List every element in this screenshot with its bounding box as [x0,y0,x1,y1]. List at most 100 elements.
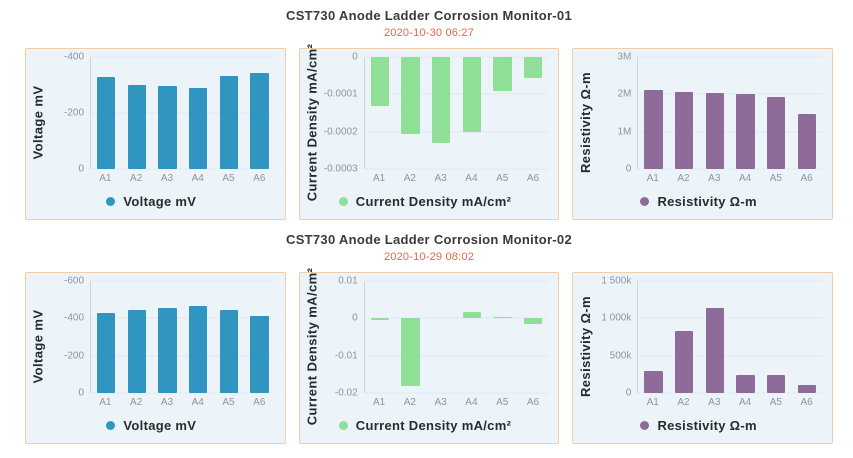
bar-slot [700,57,731,169]
bar-slot [244,57,275,169]
bar-A6[interactable] [797,385,816,393]
gridline [364,392,549,394]
gridline [638,56,823,58]
legend[interactable]: Current Density mA/cm² [302,191,549,211]
legend-label: Voltage mV [123,417,197,433]
bar-A1[interactable] [370,57,390,106]
y-axis-title: Resistivity Ω-m [577,71,593,173]
y-axis-title: Voltage mV [30,309,46,383]
bar-A2[interactable] [127,310,147,393]
bar-A2[interactable] [127,85,147,169]
y-axis-title: Current Density mA/cm² [304,43,320,201]
bar-A2[interactable] [401,318,420,386]
y-tick-label: -0.0002 [323,126,358,138]
bar-A3[interactable] [705,307,725,393]
legend-label: Voltage mV [123,193,197,209]
bar-A1[interactable] [370,318,390,320]
plot-area [363,56,549,170]
bar-A5[interactable] [219,75,238,169]
x-tick-label: A6 [253,396,266,408]
bar-A5[interactable] [766,96,786,169]
legend-label: Current Density mA/cm² [355,417,512,433]
bar-slot [122,57,153,169]
gridline [364,93,549,95]
gridline [638,392,823,394]
y-tick-label: 1 500k [601,275,632,287]
y-axis-ticks: 3M 2M 1M 0 [595,52,637,175]
y-tick-label: -0.0001 [323,88,358,100]
bar-slot [669,57,700,169]
gridline [638,317,823,319]
bar-A5[interactable] [766,374,786,393]
gridline [91,392,275,394]
bar-A6[interactable] [250,316,269,393]
y-axis-title-box: Current Density mA/cm² [302,43,322,201]
bar-A2[interactable] [675,92,694,169]
legend-label: Current Density mA/cm² [355,193,512,209]
bar-A4[interactable] [188,305,208,393]
bar-A4[interactable] [188,88,208,169]
bar-A3[interactable] [705,93,725,169]
bar-A1[interactable] [644,89,663,169]
legend-marker [106,196,116,206]
chart-panel-voltage-01: Voltage mV -400 -200 0 A1 A2 A3 A4 A5 A6 Voltag… [25,48,286,220]
legend[interactable]: Voltage mV [28,191,275,211]
y-axis-ticks: 1 500k 1 000k 500k 0 [595,276,637,399]
bar-slot [395,57,426,169]
bar-slot [213,281,244,393]
bar-A1[interactable] [97,312,116,393]
legend[interactable]: Resistivity Ω-m [575,191,822,211]
gridline [91,112,275,114]
bar-A6[interactable] [250,72,269,169]
y-axis-title-box: Voltage mV [28,57,48,187]
bar-slot [183,57,214,169]
y-tick-label: 3M [617,51,632,63]
bar-A4[interactable] [462,57,481,132]
bar-A5[interactable] [219,310,238,393]
bar-slot [518,57,549,169]
gridline [638,93,823,95]
bar-A6[interactable] [797,113,816,169]
bar-slot [791,57,822,169]
plot-area [637,280,823,394]
y-axis-ticks: -400 -200 0 [48,52,90,175]
bar-A4[interactable] [462,311,481,319]
bar-A3[interactable] [158,85,177,169]
y-axis-title-box: Resistivity Ω-m [575,57,595,187]
bar-A2[interactable] [675,331,694,393]
bar-A3[interactable] [158,308,177,393]
x-tick-label: A4 [738,172,752,184]
y-tick-label: 0 [78,387,84,399]
bar-A5[interactable] [493,57,512,91]
gridline [364,280,549,282]
section-timestamp: 2020-10-29 08:02 [383,251,475,263]
bar-A4[interactable] [736,374,755,393]
x-axis-labels: A1 A2 A3 A4 A5 A6 [364,169,549,187]
gridline [364,355,549,357]
bar-A5[interactable] [493,317,512,319]
y-tick-label: -0.0003 [323,163,358,175]
bar-A4[interactable] [736,93,755,169]
bar-slot [761,281,792,393]
chart-panel-current-density-01: Current Density mA/cm² 0 -0.0001 -0.0002 -0… [298,43,560,220]
y-tick-label: 0 [78,163,84,175]
y-tick-label: 0.01 [338,275,358,287]
section-title: CST730 Anode Ladder Corrosion Monitor-02 [286,232,572,247]
bar-A6[interactable] [523,57,543,78]
x-axis-labels: A1 A2 A3 A4 A5 A6 [637,169,822,187]
gridline [638,131,823,133]
x-tick-label: A4 [465,172,478,184]
bar-A1[interactable] [644,371,663,393]
gridline [364,168,549,170]
bar-A6[interactable] [523,318,543,324]
legend[interactable]: Current Density mA/cm² [302,415,549,435]
bar-A3[interactable] [432,57,451,143]
bar-slot [669,281,700,393]
bar-A1[interactable] [97,76,116,169]
legend[interactable]: Voltage mV [28,415,275,435]
x-axis-labels: A1 A2 A3 A4 A5 A6 [90,169,275,187]
x-tick-label: A5 [222,396,235,408]
bar-slot [518,281,549,393]
legend[interactable]: Resistivity Ω-m [575,415,822,435]
bar-A2[interactable] [401,57,420,134]
